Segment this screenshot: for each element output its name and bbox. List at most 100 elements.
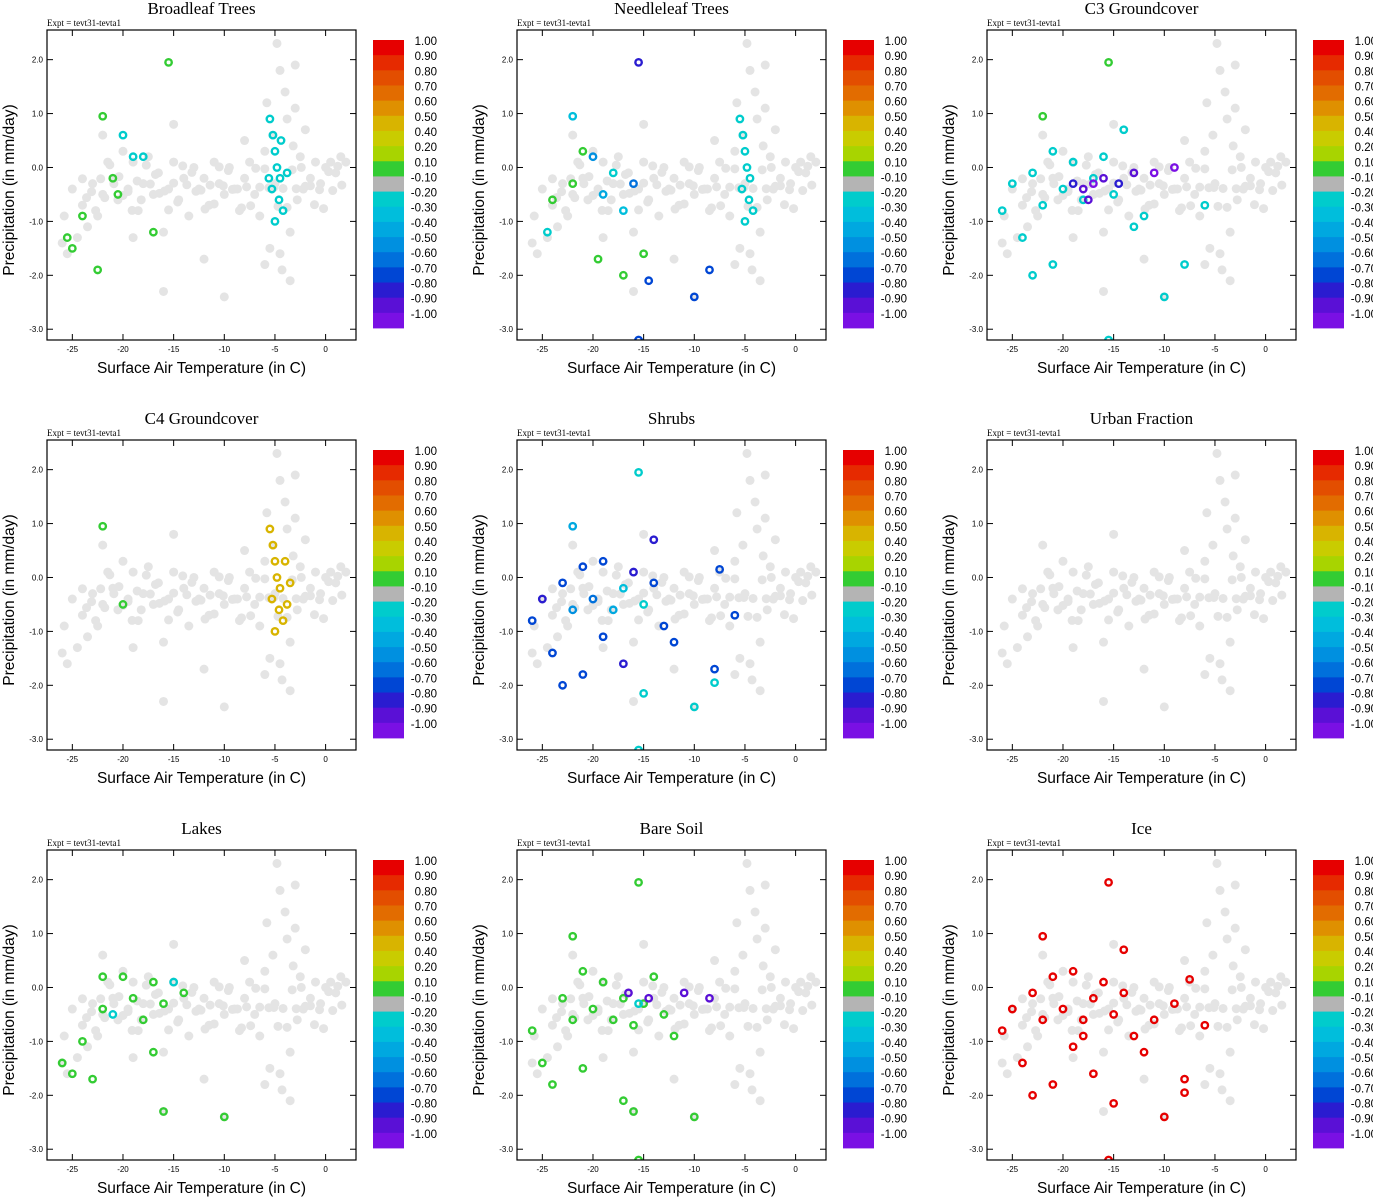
background-point — [285, 637, 295, 647]
colorbar-swatch — [1313, 1011, 1344, 1028]
y-tick-label: 0.0 — [502, 163, 514, 172]
background-band-point — [242, 592, 252, 602]
background-point — [295, 562, 305, 572]
background-band-point — [1049, 589, 1059, 599]
colorbar-swatch — [843, 191, 874, 208]
background-band-point — [109, 589, 119, 599]
background-point — [532, 249, 542, 259]
background-point — [1038, 130, 1048, 140]
background-point — [199, 173, 209, 183]
data-point — [1048, 146, 1058, 156]
background-band-point — [798, 1006, 808, 1016]
data-point — [98, 972, 108, 982]
colorbar-label: -0.50 — [881, 643, 907, 655]
background-band-point — [684, 982, 694, 992]
background-point — [1038, 950, 1048, 960]
data-point — [659, 1010, 669, 1019]
background-band-point — [630, 186, 640, 196]
data-point — [1083, 195, 1093, 205]
background-band-point — [1158, 1001, 1168, 1011]
data-point — [274, 195, 284, 205]
background-point — [128, 1053, 138, 1063]
colorbar-label: 0.70 — [885, 81, 907, 93]
data-point — [639, 688, 649, 698]
colorbar-swatch — [843, 1057, 874, 1073]
panel-title: C4 Groundcover — [145, 409, 259, 428]
background-point — [738, 540, 748, 550]
background-band-point — [634, 615, 644, 625]
background-band-point — [145, 179, 155, 189]
x-tick-label: -25 — [1007, 345, 1019, 354]
background-point — [250, 1009, 260, 1019]
colorbar-swatch — [843, 647, 874, 663]
x-tick-label: -5 — [1211, 755, 1219, 764]
background-point — [159, 696, 169, 706]
background-band-point — [1017, 174, 1027, 184]
background-band-point — [1017, 584, 1027, 594]
background-band-point — [757, 165, 767, 175]
background-point — [742, 858, 752, 868]
colorbar-swatch — [1313, 707, 1344, 724]
background-band-point — [789, 204, 799, 214]
background-band-point — [296, 572, 306, 582]
data-point — [568, 605, 578, 615]
background-point — [1235, 562, 1245, 572]
colorbar-swatch — [1313, 206, 1344, 223]
data-point — [1180, 1088, 1189, 1098]
background-point — [735, 243, 745, 253]
data-point — [138, 1015, 148, 1025]
data-point — [1104, 1155, 1113, 1160]
background-point — [669, 583, 679, 593]
background-band-point — [1231, 594, 1241, 604]
data-point — [527, 1026, 537, 1036]
colorbar-swatch — [843, 950, 874, 967]
background-band-point — [670, 204, 680, 214]
background-point — [758, 961, 768, 971]
colorbar-swatch — [843, 282, 874, 299]
background-point — [1068, 567, 1078, 577]
background-point — [1109, 529, 1119, 539]
colorbar-swatch — [1313, 221, 1344, 238]
background-band-point — [205, 590, 215, 600]
data-point — [618, 583, 628, 593]
x-tick-label: -5 — [741, 1165, 749, 1174]
colorbar-label: 0.40 — [885, 537, 907, 549]
data-point — [1119, 988, 1129, 998]
y-tick-label: 0.0 — [32, 163, 44, 172]
colorbar-swatch — [373, 115, 404, 132]
data-point — [1048, 260, 1058, 269]
background-band-point — [251, 163, 261, 173]
background-band-point — [730, 574, 740, 584]
background-band-point — [670, 614, 680, 624]
colorbar-label: -0.10 — [411, 172, 437, 184]
panel-title: Shrubs — [648, 409, 695, 428]
background-band-point — [1195, 182, 1205, 192]
colorbar-label: 0.80 — [1355, 66, 1373, 78]
background-point — [1068, 643, 1078, 653]
background-point — [1007, 594, 1017, 604]
colorbar-label: -0.90 — [1351, 1114, 1373, 1126]
background-point — [742, 448, 752, 458]
points-layer — [57, 38, 351, 302]
colorbar-swatch — [843, 450, 874, 466]
background-band-point — [775, 1001, 785, 1011]
background-point — [598, 1053, 608, 1063]
background-point — [67, 594, 77, 604]
background-point — [88, 179, 98, 189]
background-point — [588, 966, 598, 976]
background-band-point — [547, 174, 557, 184]
background-point — [277, 1085, 287, 1095]
background-point — [669, 664, 679, 674]
colorbar-swatch — [1313, 191, 1344, 208]
background-point — [128, 643, 138, 653]
background-point — [1250, 157, 1260, 167]
background-point — [1038, 540, 1048, 550]
background-band-point — [160, 1006, 170, 1016]
background-band-point — [775, 181, 785, 191]
data-point — [568, 111, 578, 121]
colorbar-label: -0.80 — [881, 279, 907, 291]
background-point — [730, 556, 740, 566]
y-axis-label: Precipitation (in mm/day) — [941, 514, 958, 685]
background-band-point — [1209, 182, 1219, 192]
data-point — [689, 292, 699, 302]
